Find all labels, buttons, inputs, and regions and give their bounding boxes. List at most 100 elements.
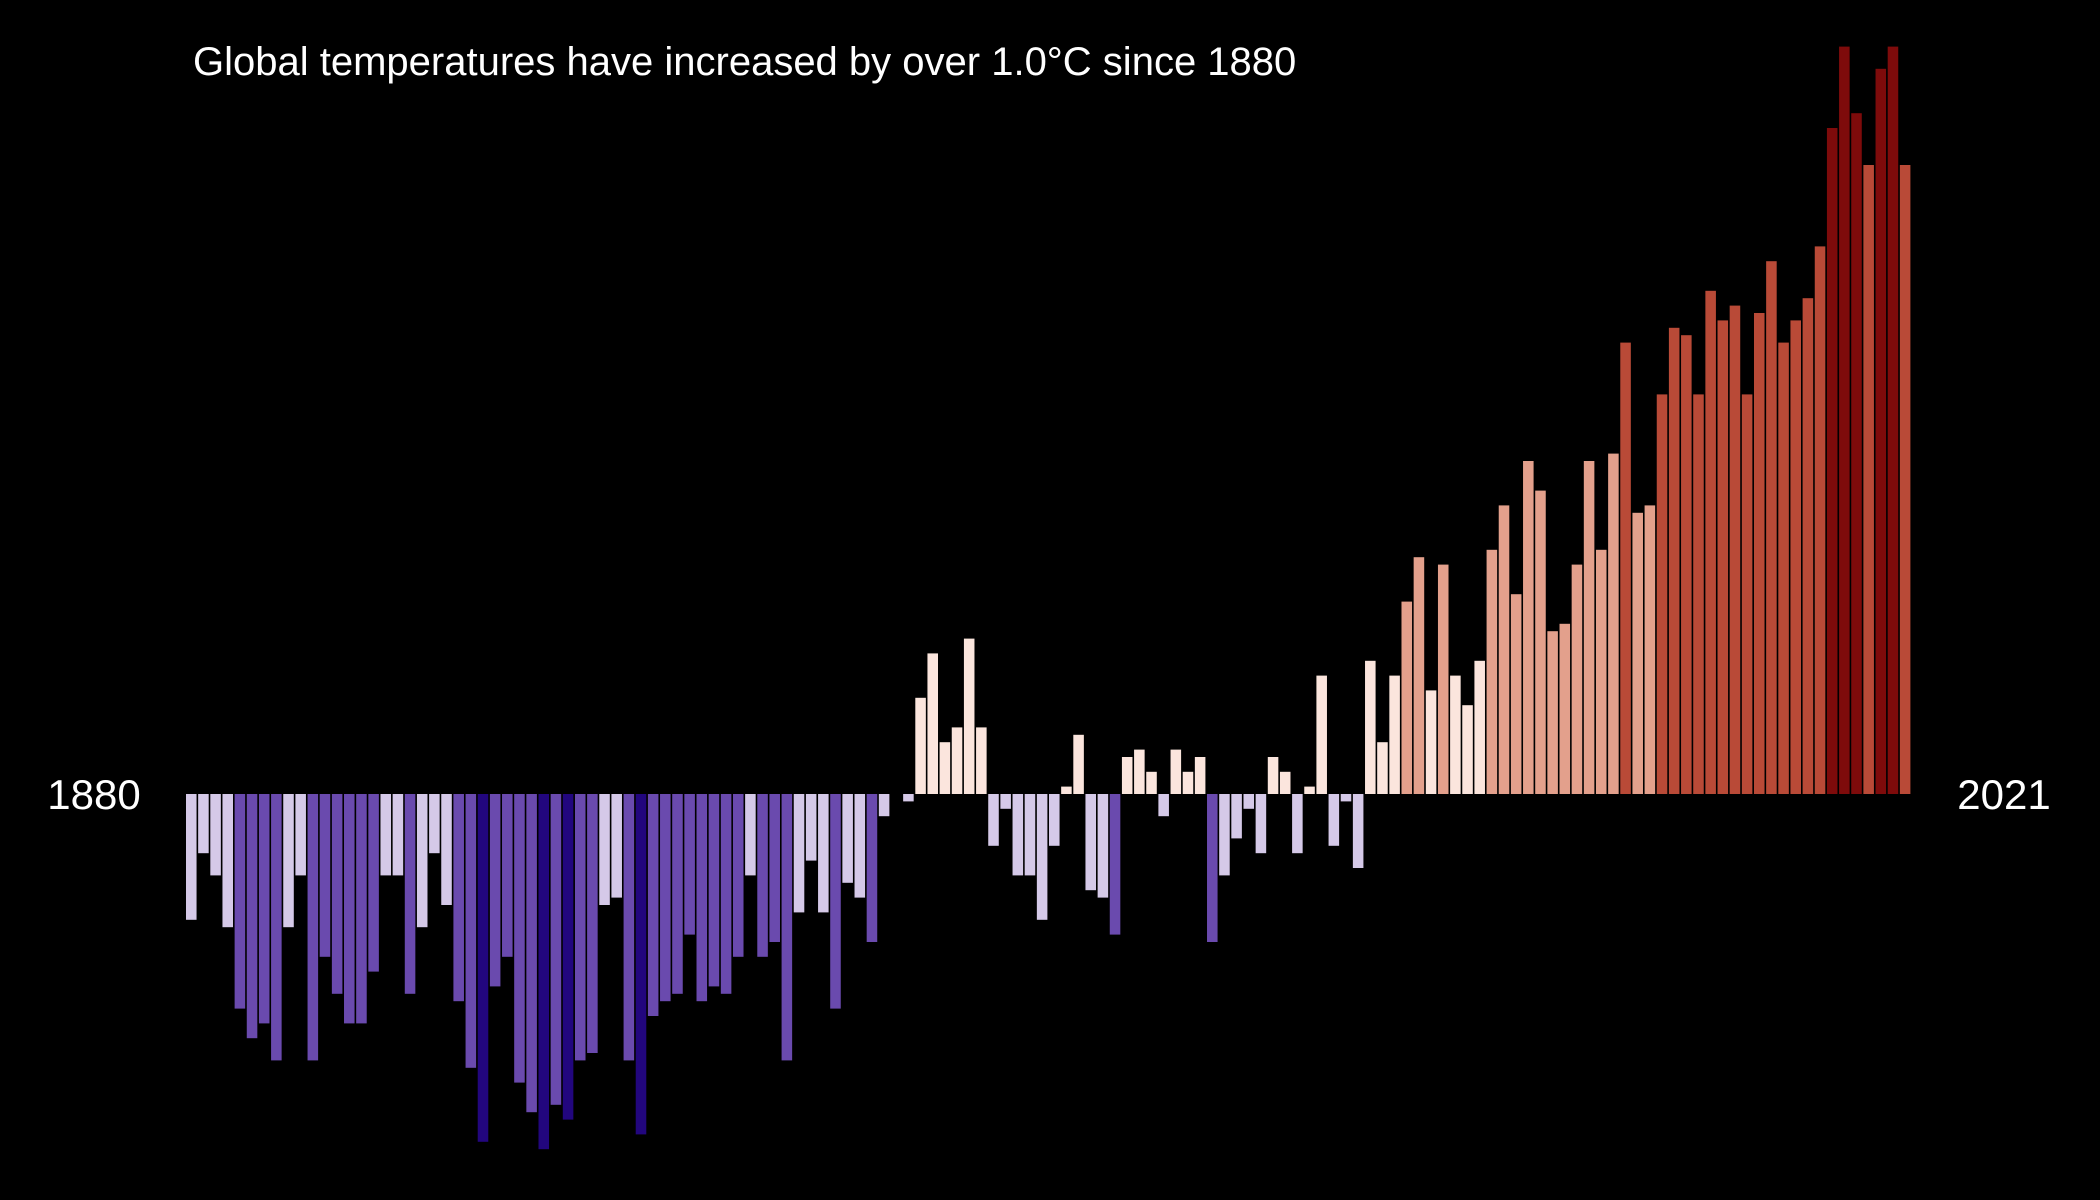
bar-1920 [672, 794, 683, 994]
bar-1908 [526, 794, 537, 1113]
bar-1906 [502, 794, 513, 957]
bar-1978 [1377, 742, 1388, 794]
bar-1890 [307, 794, 319, 1061]
bar-1915 [611, 794, 622, 898]
bar-1962 [1182, 771, 1194, 794]
bar-1933 [830, 794, 841, 1009]
chart-title: Global temperatures have increased by ov… [193, 40, 1296, 84]
bar-2002 [1668, 327, 1680, 794]
bar-1959 [1146, 771, 1157, 794]
bar-1901 [441, 794, 452, 905]
bar-2019 [1875, 68, 1887, 795]
bar-1900 [429, 794, 440, 854]
bar-2015 [1826, 128, 1838, 794]
bar-2007 [1729, 305, 1741, 794]
bar-1918 [647, 794, 659, 1016]
bar-1884 [234, 794, 246, 1009]
bar-1982 [1425, 690, 1437, 794]
bar-1971 [1292, 794, 1303, 854]
bar-1886 [258, 794, 270, 1024]
bar-1974 [1328, 794, 1340, 846]
bar-1892 [331, 794, 343, 994]
bars-group [186, 46, 1911, 1150]
end-year-label: 2021 [1957, 771, 2050, 818]
bar-1988 [1498, 505, 1510, 794]
bar-1911 [562, 794, 574, 1120]
bar-1910 [550, 794, 562, 1105]
bar-1953 [1073, 734, 1084, 794]
bar-1966 [1231, 794, 1242, 839]
bar-2021 [1899, 165, 1911, 794]
bar-1934 [842, 794, 853, 883]
bar-2009 [1753, 313, 1765, 794]
bar-1968 [1255, 794, 1267, 854]
bar-1994 [1571, 564, 1583, 794]
bar-1932 [818, 794, 829, 913]
bar-1882 [210, 794, 221, 876]
bar-1985 [1462, 705, 1473, 794]
bar-2020 [1887, 46, 1899, 795]
bar-2010 [1766, 261, 1777, 794]
bar-1989 [1510, 594, 1522, 794]
bar-1972 [1304, 786, 1315, 794]
bar-1948 [1012, 794, 1024, 876]
bar-2018 [1863, 165, 1874, 794]
bar-1991 [1535, 490, 1546, 794]
bar-2001 [1656, 394, 1668, 794]
bar-1928 [769, 794, 780, 942]
bar-1904 [477, 794, 489, 1142]
bar-1881 [198, 794, 209, 854]
bar-1967 [1243, 794, 1255, 809]
bar-1913 [587, 794, 598, 1053]
bar-1903 [465, 794, 477, 1068]
bar-1914 [599, 794, 610, 905]
bar-1931 [805, 794, 817, 861]
bar-1925 [732, 794, 744, 957]
bar-1912 [574, 794, 586, 1061]
bar-2016 [1839, 46, 1850, 795]
bar-2006 [1717, 320, 1729, 794]
bar-1975 [1340, 794, 1352, 802]
bar-1946 [988, 794, 999, 846]
bar-1939 [903, 794, 914, 802]
bar-1885 [246, 794, 258, 1039]
bar-1880 [186, 794, 197, 920]
bar-1896 [380, 794, 392, 876]
bar-1960 [1158, 794, 1169, 817]
bar-1992 [1547, 631, 1558, 794]
bar-1987 [1486, 549, 1498, 794]
bar-1990 [1523, 461, 1534, 794]
bar-1899 [416, 794, 428, 928]
bar-1969 [1267, 757, 1279, 794]
bar-1909 [538, 794, 550, 1150]
bar-1980 [1401, 601, 1413, 794]
bar-1963 [1194, 757, 1206, 794]
bar-1919 [660, 794, 671, 1002]
bar-1993 [1559, 623, 1571, 794]
bar-1981 [1413, 557, 1425, 794]
bar-1891 [319, 794, 331, 957]
bar-1961 [1170, 749, 1182, 794]
bar-1954 [1085, 794, 1097, 891]
bar-1976 [1352, 794, 1364, 868]
bar-1956 [1109, 794, 1121, 935]
bar-2013 [1802, 298, 1814, 794]
bar-1929 [781, 794, 793, 1061]
bar-1930 [793, 794, 805, 913]
bar-2012 [1790, 320, 1801, 794]
bar-1973 [1316, 675, 1327, 794]
bar-1999 [1632, 512, 1643, 794]
bar-1950 [1036, 794, 1048, 920]
bar-2017 [1851, 113, 1862, 794]
bar-1917 [635, 794, 647, 1135]
bar-1936 [866, 794, 878, 942]
bar-1952 [1061, 786, 1072, 794]
bar-1895 [368, 794, 379, 972]
bar-1986 [1474, 660, 1485, 794]
bar-2014 [1814, 246, 1826, 794]
bar-1997 [1608, 453, 1619, 794]
bar-1926 [745, 794, 756, 876]
bar-1924 [720, 794, 732, 994]
